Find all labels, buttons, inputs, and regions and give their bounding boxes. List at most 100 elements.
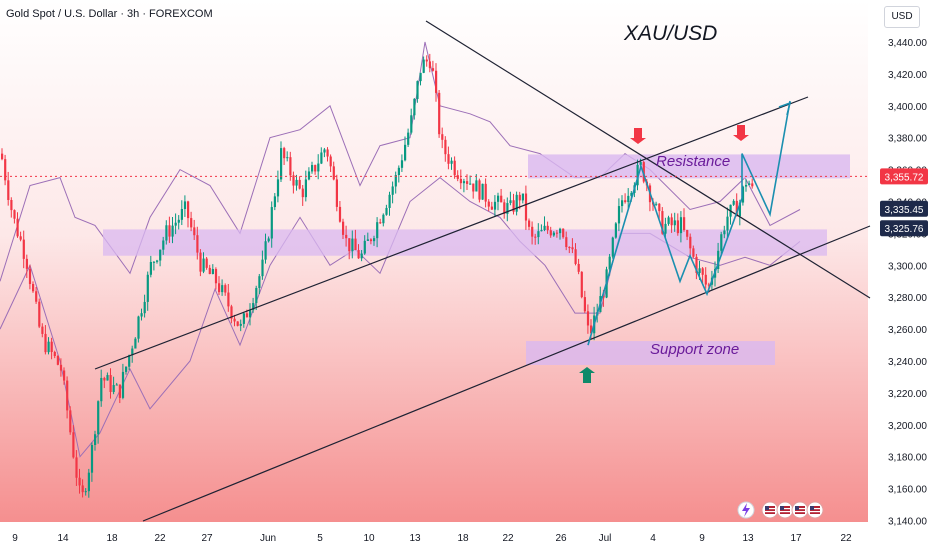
candle-body [332, 166, 335, 180]
support-zone [526, 341, 775, 365]
y-tick-label: 3,300.00 [888, 261, 927, 272]
candle-body [484, 183, 487, 202]
x-tick-label: 27 [201, 533, 213, 544]
price-badge-label: 3,355.72 [885, 172, 924, 183]
candle-body [732, 200, 735, 205]
candle-body [574, 249, 577, 264]
price-badge [880, 168, 928, 185]
x-tick-label: 4 [650, 533, 656, 544]
candle-body [84, 491, 87, 493]
x-tick-label: 22 [502, 533, 514, 544]
candle-body [53, 352, 56, 357]
candle-body [621, 200, 624, 207]
us-flag-stripe [765, 511, 775, 513]
candle-body [360, 253, 363, 259]
candle-body [493, 201, 497, 210]
upper-trendline [94, 96, 809, 370]
candle-body [307, 171, 311, 180]
candle-body [738, 202, 741, 217]
candle-body [38, 301, 41, 327]
x-tick-label: 9 [12, 533, 18, 544]
candle-body [472, 183, 475, 192]
candle-body [289, 157, 292, 176]
timeline-background [0, 522, 868, 550]
candle-body [103, 377, 106, 381]
candle-body [453, 160, 456, 176]
candle-body [63, 370, 66, 381]
candle-body [97, 401, 100, 435]
candle-body [214, 269, 218, 284]
candle-body [258, 276, 261, 288]
candle-body [661, 211, 664, 234]
candle-body [366, 239, 369, 241]
candle-body [261, 259, 264, 277]
candle-body [438, 92, 441, 135]
candle-body [292, 175, 295, 186]
candle-body [444, 139, 447, 155]
candle-body [456, 175, 459, 179]
lightning-glyph [742, 503, 750, 517]
candle-body [679, 217, 683, 234]
candle-body [664, 223, 667, 234]
us-flag-stripe [795, 508, 805, 510]
candle-body [518, 194, 521, 201]
candle-body [152, 261, 156, 263]
candle-body [304, 179, 307, 198]
candle-body [419, 72, 422, 82]
x-tick-label: 18 [457, 533, 469, 544]
candle-body [137, 316, 140, 339]
candle-body [540, 230, 543, 232]
candle-body [317, 163, 320, 172]
candle-body [586, 311, 590, 326]
candle-body [13, 210, 16, 219]
candle-body [125, 366, 128, 372]
candle-body [323, 149, 326, 153]
candle-body [221, 285, 224, 293]
candle-body [75, 457, 78, 478]
candle-body [283, 148, 286, 159]
candle-body [543, 225, 546, 231]
candle-body [180, 209, 183, 220]
x-tick-label: 13 [742, 533, 754, 544]
price-badges: 3,355.72 3,335.45 3,325.76 [880, 168, 928, 237]
candle-body [270, 207, 273, 239]
candle-body [326, 149, 329, 157]
candle-body [115, 384, 118, 386]
candle-body [614, 223, 617, 238]
candle-body [630, 192, 633, 196]
candle-body [462, 181, 466, 184]
candle-body [509, 200, 512, 204]
candle-body [7, 180, 10, 200]
mid-zone [103, 229, 827, 256]
candle-body [177, 219, 180, 223]
us-flag-stripe [795, 511, 805, 513]
x-tick-label: Jun [260, 533, 276, 544]
candle-body [571, 247, 574, 250]
candle-body [676, 220, 679, 234]
candle-body [224, 285, 227, 293]
candle-body [28, 268, 32, 285]
candle-body [528, 220, 531, 227]
candle-body [683, 217, 686, 231]
currency-selector[interactable]: USD [884, 6, 920, 28]
candle-body [425, 59, 428, 62]
candle-body [590, 325, 593, 334]
candle-body [196, 235, 199, 253]
symbol-title: Gold Spot / U.S. Dollar · 3h · FOREXCOM [6, 8, 213, 20]
candle-body [459, 178, 462, 184]
price-badge [880, 220, 928, 237]
candle-body [431, 68, 435, 71]
candle-body [208, 267, 211, 275]
candle-body [466, 181, 469, 184]
x-tick-label: 22 [154, 533, 166, 544]
candle-body [748, 183, 751, 185]
candle-body [416, 81, 419, 99]
trendlines-layer [0, 20, 871, 522]
candle-body [59, 364, 63, 371]
candle-body [559, 228, 562, 234]
candle-body [106, 375, 109, 381]
candle-body [741, 186, 745, 203]
candle-body [174, 222, 177, 226]
